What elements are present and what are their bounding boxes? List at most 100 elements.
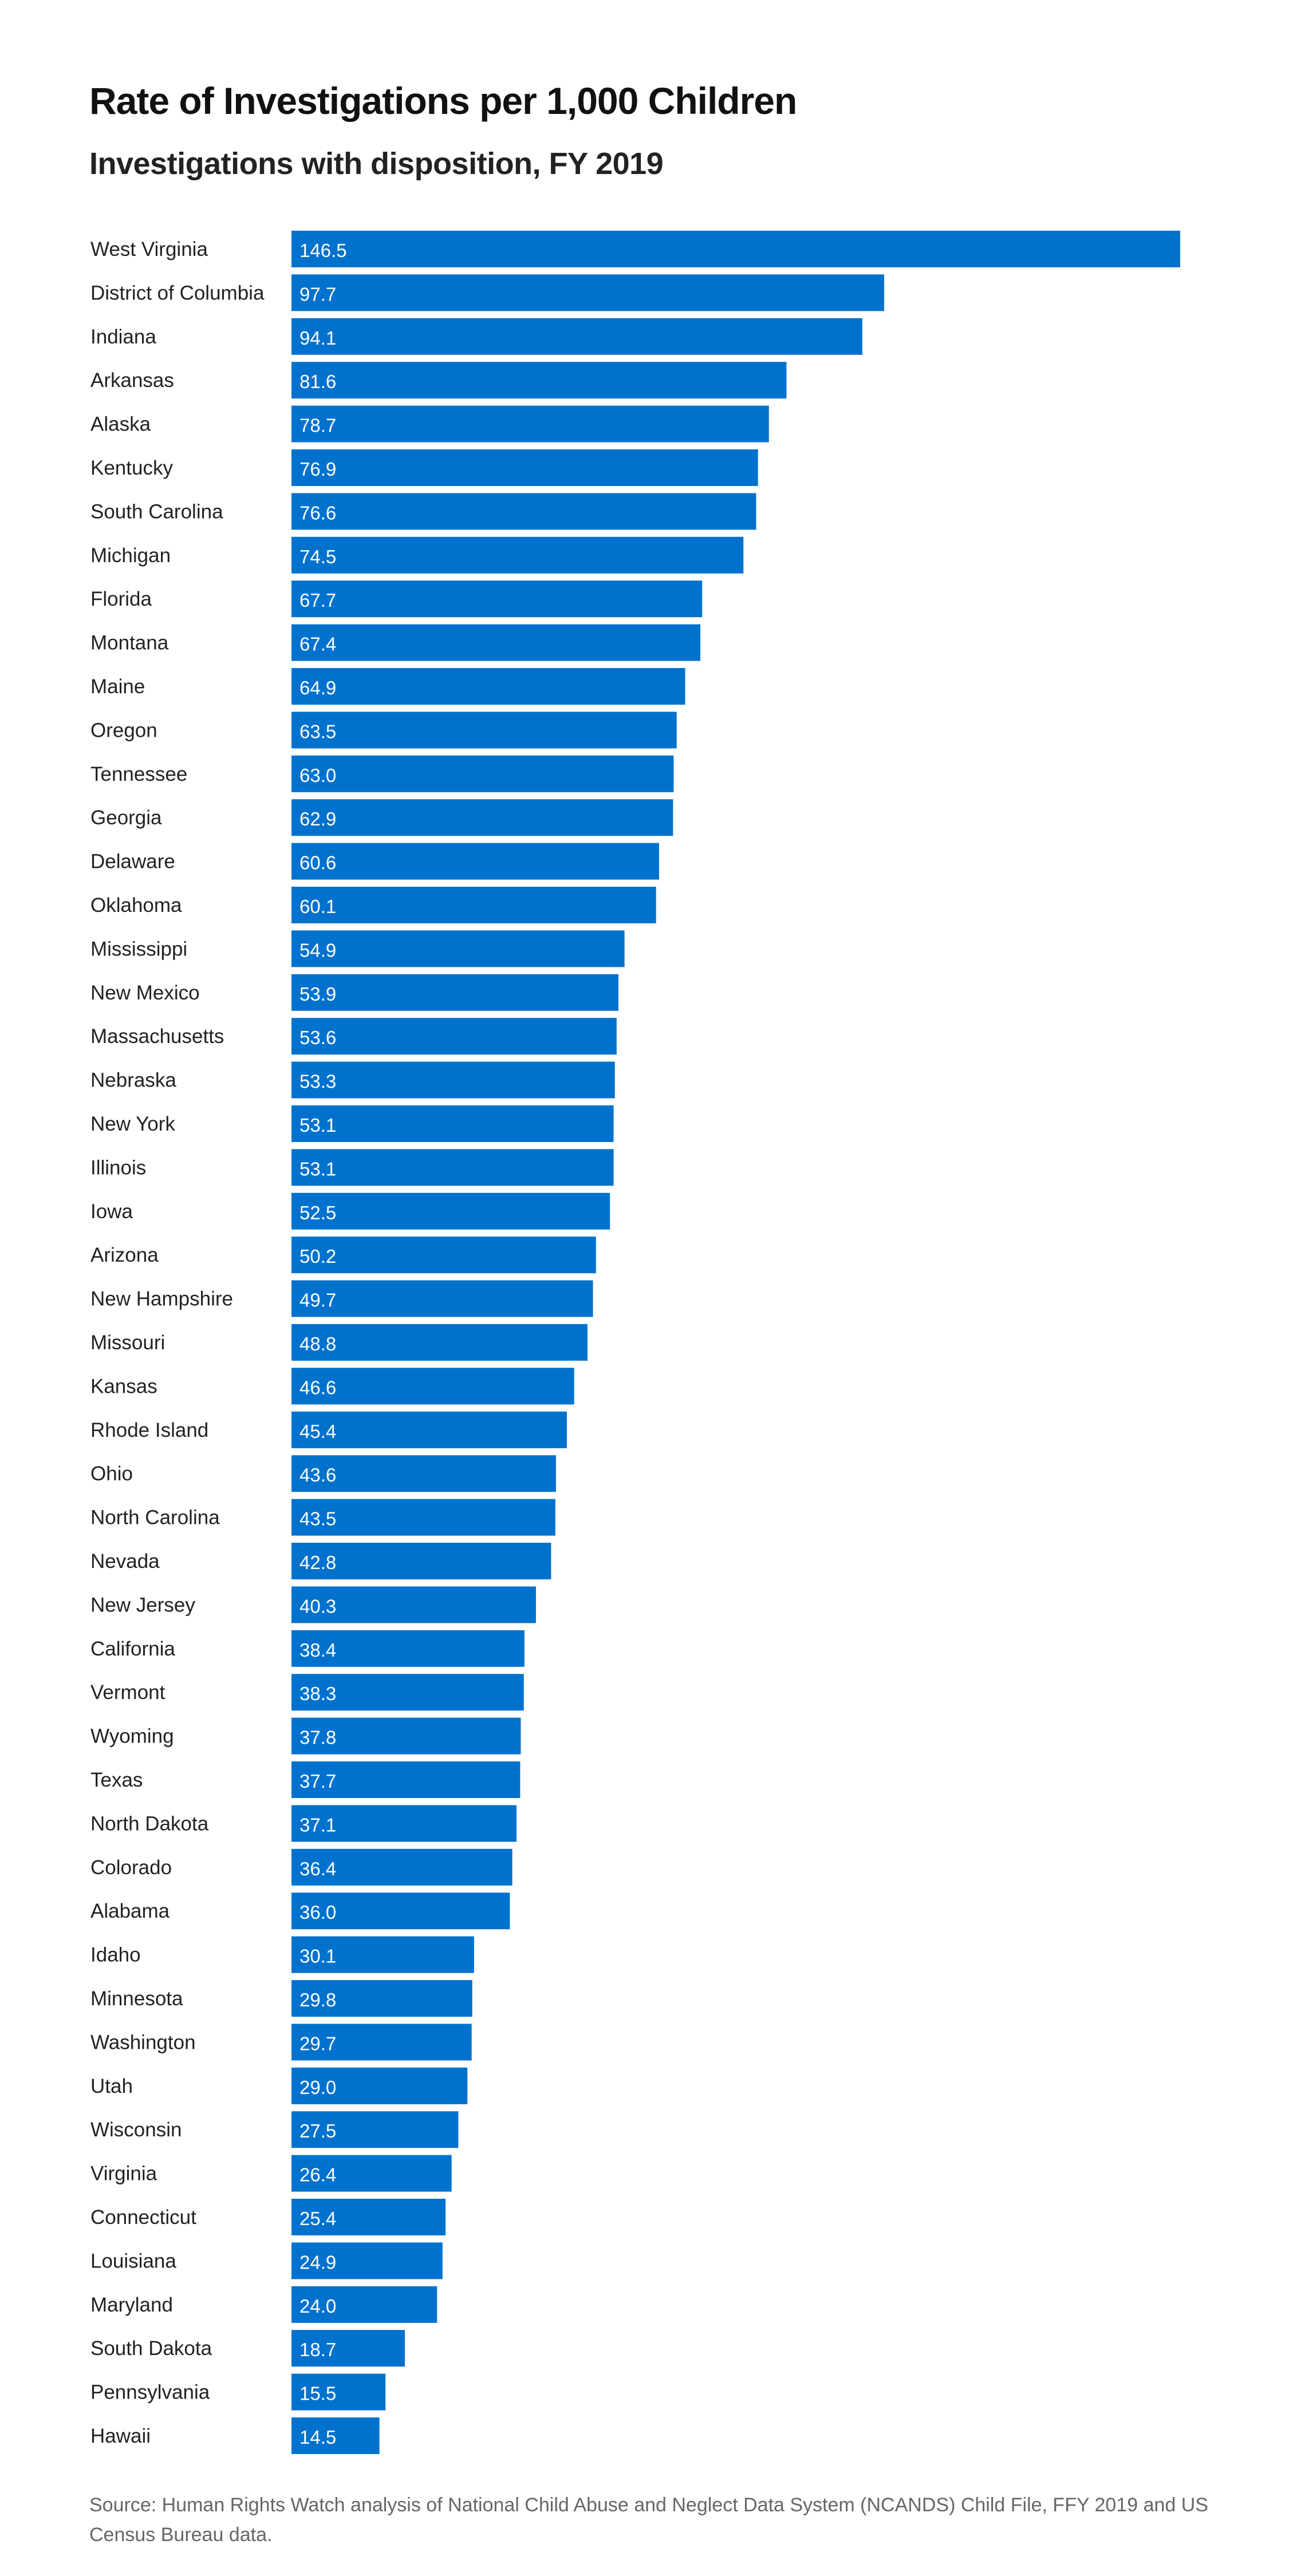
category-label: Wisconsin [90, 2119, 182, 2141]
bar-row: Maine 64.9 [90, 668, 685, 705]
bar-row: Texas 37.7 [90, 1761, 521, 1798]
category-label: Vermont [90, 1681, 165, 1704]
value-label: 45.4 [299, 1421, 336, 1442]
value-label: 15.5 [299, 2383, 336, 2404]
value-label: 63.5 [299, 721, 336, 742]
value-label: 46.6 [299, 1377, 336, 1398]
bar [291, 1018, 617, 1055]
category-label: Rhode Island [90, 1419, 208, 1441]
bar-row: Michigan 74.5 [90, 536, 744, 574]
value-label: 43.6 [299, 1464, 336, 1485]
bar-row: New York 53.1 [90, 1105, 614, 1142]
bar [291, 1674, 524, 1711]
category-label: South Carolina [90, 500, 223, 523]
bar-row: Virginia 26.4 [90, 2155, 452, 2192]
bar-row: Washington 29.7 [90, 2024, 472, 2061]
category-label: Virginia [90, 2163, 157, 2185]
bar [291, 405, 769, 442]
bar [291, 1455, 556, 1492]
value-label: 53.1 [299, 1115, 336, 1136]
value-label: 37.7 [299, 1771, 336, 1792]
bar-row: Wyoming 37.8 [90, 1717, 521, 1755]
category-label: Indiana [90, 326, 156, 348]
bar-row: Wisconsin 27.5 [90, 2111, 459, 2148]
category-label: Ohio [90, 1463, 133, 1485]
category-label: Arizona [90, 1244, 159, 1266]
value-label: 97.7 [299, 283, 336, 305]
category-label: Colorado [90, 1856, 172, 1879]
category-label: Michigan [90, 544, 171, 567]
value-label: 62.9 [299, 808, 336, 829]
bar-row: Massachusetts 53.6 [90, 1018, 617, 1055]
bar-row: New Mexico 53.9 [90, 974, 619, 1011]
value-label: 146.5 [299, 240, 347, 261]
bar-row: South Carolina 76.6 [90, 493, 756, 530]
category-label: New York [90, 1113, 175, 1135]
value-label: 49.7 [299, 1290, 336, 1311]
bar [291, 1280, 593, 1317]
bar [291, 2155, 452, 2192]
bar-row: Mississippi 54.9 [90, 930, 625, 967]
value-label: 24.9 [299, 2251, 336, 2273]
value-label: 94.1 [299, 327, 336, 349]
chart-title: Rate of Investigations per 1,000 Childre… [89, 80, 797, 122]
value-label: 78.7 [299, 415, 336, 436]
bar-row: Oklahoma 60.1 [90, 887, 656, 923]
bar-row: Arizona 50.2 [90, 1236, 596, 1274]
bar [291, 1499, 555, 1536]
bar [291, 2067, 468, 2104]
bar [291, 1149, 614, 1186]
category-label: Tennessee [90, 763, 187, 785]
bar-row: Alaska 78.7 [90, 405, 769, 442]
category-label: Georgia [90, 807, 162, 829]
bar-row: Iowa 52.5 [90, 1192, 610, 1230]
bar [291, 1630, 525, 1667]
category-label: Maine [90, 675, 145, 698]
category-label: Hawaii [90, 2425, 151, 2447]
bar-row: Alabama 36.0 [90, 1893, 510, 1930]
category-label: Connecticut [90, 2206, 196, 2229]
bar-row: Ohio 43.6 [90, 1455, 556, 1492]
category-label: West Virginia [90, 238, 208, 260]
bar-row: Georgia 62.9 [90, 799, 673, 836]
category-label: Oklahoma [90, 894, 182, 916]
bar [291, 2417, 380, 2454]
bar [291, 362, 787, 399]
bar-row: Indiana 94.1 [90, 318, 862, 355]
value-label: 38.4 [299, 1639, 336, 1661]
category-label: District of Columbia [90, 282, 265, 304]
source-note: Source: Human Rights Watch analysis of N… [89, 2494, 1208, 2546]
bar [291, 2111, 459, 2148]
bar [291, 536, 744, 574]
bar-row: West Virginia 146.5 [90, 231, 1180, 267]
bar [291, 712, 677, 749]
bar [291, 231, 1180, 267]
bar [291, 843, 659, 880]
category-label: Iowa [90, 1200, 133, 1223]
bar [291, 2024, 472, 2061]
bar [291, 2199, 446, 2235]
value-label: 26.4 [299, 2164, 336, 2186]
category-label: New Mexico [90, 982, 200, 1004]
category-label: California [90, 1638, 175, 1660]
bar-row: Oregon 63.5 [90, 712, 677, 749]
bar [291, 1980, 472, 2017]
chart-subtitle: Investigations with disposition, FY 2019 [89, 147, 664, 181]
bar [291, 624, 701, 661]
bar-row: Vermont 38.3 [90, 1674, 524, 1711]
value-label: 42.8 [299, 1552, 336, 1573]
category-label: South Dakota [90, 2337, 212, 2360]
value-label: 40.3 [299, 1595, 336, 1617]
bar-row: Idaho 30.1 [90, 1936, 474, 1973]
value-label: 50.2 [299, 1246, 336, 1267]
bar-row: District of Columbia 97.7 [90, 274, 885, 311]
category-label: Missouri [90, 1332, 165, 1354]
bar-row: Illinois 53.1 [90, 1149, 614, 1186]
bar [291, 493, 756, 530]
value-label: 36.4 [299, 1858, 336, 1879]
value-label: 53.3 [299, 1071, 336, 1092]
bar [291, 1586, 536, 1623]
bar-row: Minnesota 29.8 [90, 1980, 472, 2017]
value-label: 25.4 [299, 2208, 336, 2229]
